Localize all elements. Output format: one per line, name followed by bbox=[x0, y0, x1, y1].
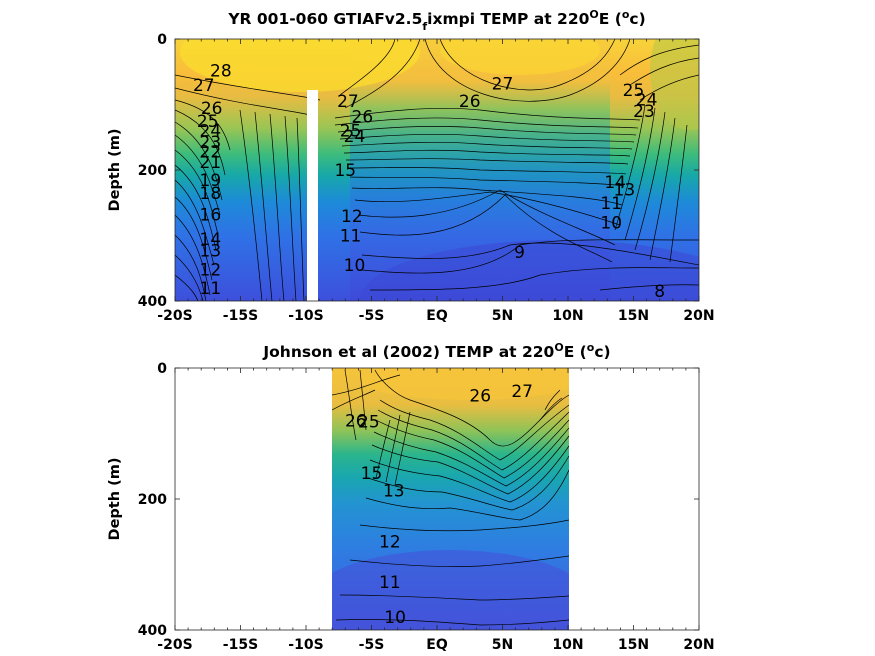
contour-label: 26 bbox=[345, 411, 367, 431]
panel-2-title: Johnson et al (2002) TEMP at 220OE (oc) bbox=[262, 341, 610, 361]
panel-1-y-axis-label: Depth (m) bbox=[107, 129, 123, 212]
x-tick-label: -15S bbox=[223, 637, 258, 653]
y-tick-label: 400 bbox=[138, 294, 167, 310]
contour-label: 10 bbox=[600, 213, 622, 233]
contour-label: 25 bbox=[340, 122, 362, 142]
x-tick-label: EQ bbox=[426, 637, 448, 653]
contour-label: 18 bbox=[200, 184, 222, 204]
x-tick-label: 10N bbox=[552, 308, 583, 324]
contour-label: 26 bbox=[459, 92, 481, 112]
x-tick-label: -15S bbox=[223, 308, 258, 324]
contour-label: 11 bbox=[200, 279, 222, 299]
contour-label: 9 bbox=[514, 243, 525, 263]
x-tick-label: 5N bbox=[492, 637, 513, 653]
contour-label: 19 bbox=[200, 171, 222, 191]
panel-1-title: YR 001-060 GTIAFv2.5fixmpi TEMP at 220OE… bbox=[227, 8, 645, 33]
contour-label: 11 bbox=[379, 573, 401, 593]
x-tick-label: 5N bbox=[492, 308, 513, 324]
x-tick-label: -5S bbox=[359, 637, 385, 653]
x-tick-label: -10S bbox=[288, 637, 323, 653]
contour-label: 21 bbox=[200, 153, 222, 173]
panel-2-ticks: -20S -15S -10S -5S EQ 5N 10N 15N 20N 0 200 400 bbox=[138, 361, 715, 653]
panel-2: Johnson et al (2002) TEMP at 220OE (oc) bbox=[107, 341, 715, 653]
panel-2-contours bbox=[332, 369, 569, 626]
x-tick-label: -5S bbox=[359, 308, 385, 324]
contour-label: 24 bbox=[636, 90, 658, 110]
contour-label: 22 bbox=[200, 143, 222, 163]
contour-label: 27 bbox=[337, 92, 359, 112]
contour-label: 27 bbox=[193, 76, 215, 96]
contour-label: 25 bbox=[623, 81, 645, 101]
contour-label: 10 bbox=[344, 256, 366, 276]
x-tick-label: EQ bbox=[426, 308, 448, 324]
x-tick-label: 15N bbox=[618, 308, 649, 324]
contour-label: 24 bbox=[200, 122, 222, 142]
contour-label: 15 bbox=[361, 464, 383, 484]
panel-1-contour-labels: 2827262524232221191816141312112726252415… bbox=[193, 61, 665, 302]
contour-label: 15 bbox=[334, 161, 356, 181]
panel-1-field bbox=[175, 39, 699, 301]
contour-label: 23 bbox=[633, 102, 655, 122]
contour-label: 28 bbox=[210, 61, 232, 81]
contour-label: 12 bbox=[379, 533, 401, 553]
x-tick-label: 15N bbox=[618, 637, 649, 653]
contour-label: 12 bbox=[200, 261, 222, 281]
contour-label: 14 bbox=[604, 173, 626, 193]
contour-label: 25 bbox=[197, 112, 219, 132]
contour-label: 25 bbox=[358, 413, 380, 433]
contour-label: 16 bbox=[200, 206, 222, 226]
contour-label: 26 bbox=[201, 99, 223, 119]
contour-label: 10 bbox=[384, 608, 406, 628]
y-tick-label: 200 bbox=[138, 163, 167, 179]
panel-1-missing-data-gap bbox=[307, 90, 318, 301]
panel-1-ticks: -20S -15S -10S -5S EQ 5N 10N 15N 20N 0 200 400 bbox=[138, 32, 715, 324]
contour-label: 11 bbox=[340, 227, 362, 247]
x-tick-label: 10N bbox=[552, 637, 583, 653]
panel-1-contours bbox=[175, 39, 699, 301]
contour-label: 24 bbox=[344, 127, 366, 147]
y-tick-label: 0 bbox=[157, 32, 167, 48]
panel-2-y-axis-label: Depth (m) bbox=[107, 458, 123, 541]
contour-label: 8 bbox=[654, 282, 665, 302]
x-tick-label: 20N bbox=[683, 308, 714, 324]
y-tick-label: 400 bbox=[138, 623, 167, 639]
x-tick-label: 20N bbox=[683, 637, 714, 653]
contour-label: 26 bbox=[469, 387, 491, 407]
contour-label: 14 bbox=[200, 230, 222, 250]
contour-label: 13 bbox=[200, 242, 222, 262]
contour-label: 23 bbox=[200, 133, 222, 153]
x-tick-label: -10S bbox=[288, 308, 323, 324]
x-tick-label: -20S bbox=[157, 637, 192, 653]
contour-label: 11 bbox=[600, 194, 622, 214]
contour-label: 13 bbox=[614, 181, 636, 201]
contour-label: 27 bbox=[492, 75, 514, 95]
panel-2-field bbox=[332, 368, 569, 630]
contour-label: 12 bbox=[341, 207, 363, 227]
x-tick-label: -20S bbox=[157, 308, 192, 324]
y-tick-label: 0 bbox=[157, 361, 167, 377]
contour-label: 26 bbox=[352, 107, 374, 127]
y-tick-label: 200 bbox=[138, 492, 167, 508]
contour-label: 27 bbox=[511, 382, 533, 402]
panel-1: YR 001-060 GTIAFv2.5fixmpi TEMP at 220OE… bbox=[107, 8, 715, 324]
contour-label: 13 bbox=[383, 481, 405, 501]
